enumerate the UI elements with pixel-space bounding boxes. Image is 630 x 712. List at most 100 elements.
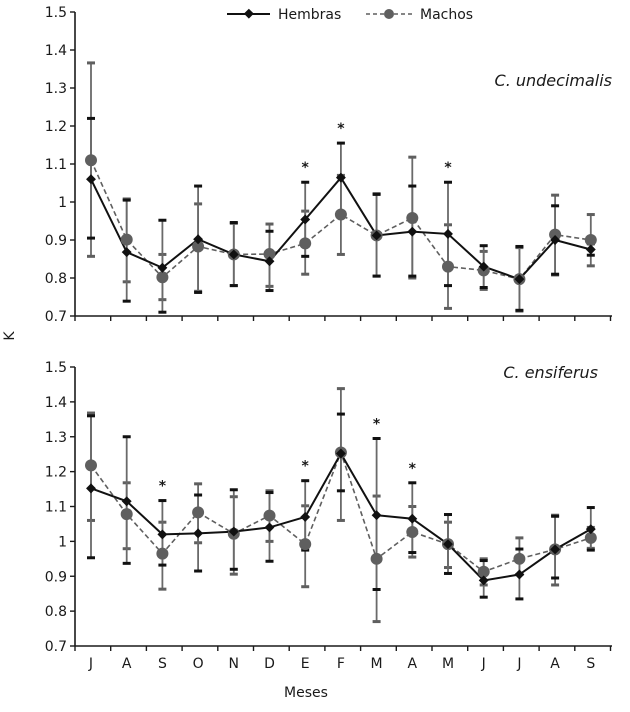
point-hembras (228, 249, 239, 260)
point-machos (334, 208, 347, 221)
point-hembras (335, 448, 346, 459)
legend-hembras-label: Hembras (278, 7, 341, 23)
legend: Hembras Machos (227, 7, 473, 23)
point-machos (513, 552, 526, 565)
y-tick-label: 0.8 (45, 271, 67, 287)
point-hembras (585, 244, 596, 255)
x-tick-label: O (193, 656, 204, 672)
y-tick-label: 1.5 (45, 360, 67, 376)
x-tick-label: N (229, 656, 239, 672)
y-tick-label: 1.5 (45, 5, 67, 21)
point-machos (584, 531, 597, 544)
y-tick-label: 1.1 (45, 157, 67, 173)
point-hembras (157, 262, 168, 273)
point-hembras (514, 569, 525, 580)
point-hembras (193, 528, 204, 539)
legend-machos-marker (384, 9, 394, 19)
point-machos (549, 228, 562, 241)
point-machos (156, 271, 169, 284)
point-hembras (371, 510, 382, 521)
point-machos (192, 506, 205, 519)
point-machos (192, 240, 205, 253)
point-machos (442, 260, 454, 273)
x-tick-label: A (550, 656, 560, 672)
y-axis-title: K (2, 331, 18, 341)
x-tick-label: J (481, 656, 486, 672)
x-tick-label: F (337, 656, 345, 672)
point-machos (299, 237, 312, 250)
panel-bottom: 0.7 0.8 0.9 1 1.1 1.2 1.3 1.4 1.5 J A S O N D E F M A M J J A S… (45, 360, 612, 672)
panel-top: 0.7 0.8 0.9 1 1.1 1.2 1.3 1.4 1.5 C. undecimalis *… (45, 5, 612, 325)
point-hembras (550, 544, 561, 555)
y-tick-label: 0.9 (45, 569, 67, 585)
significance-star: * (302, 459, 310, 475)
point-hembras (300, 214, 311, 225)
point-machos (299, 538, 312, 551)
x-tick-label: M (442, 656, 454, 672)
y-tick-label: 0.7 (45, 639, 67, 655)
x-axis-title: Meses (284, 685, 328, 701)
y-tick-label: 0.9 (45, 233, 67, 249)
y-tick-label: 1 (58, 195, 67, 211)
point-machos (584, 234, 597, 246)
x-tick-label: M (371, 656, 383, 672)
point-hembras (407, 513, 418, 524)
significance-star: * (409, 461, 417, 477)
point-hembras (264, 522, 275, 533)
x-tick-label: A (408, 656, 418, 672)
point-machos (120, 508, 133, 521)
x-tick-label: S (158, 656, 167, 672)
point-hembras (443, 228, 453, 239)
y-tick-label: 1.1 (45, 500, 67, 516)
point-hembras (193, 234, 204, 245)
point-hembras (121, 247, 132, 258)
significance-star: * (302, 160, 310, 176)
x-tick-label: E (301, 656, 310, 672)
point-hembras (478, 575, 489, 586)
x-tick-label: J (88, 656, 93, 672)
point-machos (263, 248, 276, 261)
legend-machos-label: Machos (420, 7, 473, 23)
panels: 0.7 0.8 0.9 1 1.1 1.2 1.3 1.4 1.5 C. undecimalis *… (45, 5, 612, 672)
point-machos (406, 525, 419, 538)
y-tick-label: 1.3 (45, 430, 67, 446)
point-hembras (514, 274, 525, 285)
point-hembras (585, 524, 596, 535)
point-machos (120, 233, 133, 246)
significance-star: * (444, 160, 452, 176)
point-hembras (86, 483, 96, 494)
point-hembras (550, 235, 561, 245)
x-tick-label: A (122, 656, 132, 672)
point-hembras (478, 261, 489, 272)
series-line-machos (90, 159, 591, 281)
point-hembras (228, 526, 239, 537)
legend-hembras-marker (243, 8, 254, 19)
y-tick-label: 1.2 (45, 465, 67, 481)
significance-star: * (159, 479, 167, 495)
panel-title: C. ensiferus (503, 363, 598, 382)
point-hembras (300, 512, 311, 522)
x-tick-label: D (264, 656, 275, 672)
point-hembras (443, 539, 453, 550)
point-machos (85, 154, 97, 167)
significance-star: * (373, 416, 381, 432)
x-tick-label: J (516, 656, 521, 672)
y-tick-label: 0.8 (45, 604, 67, 620)
point-hembras (264, 256, 275, 267)
panel-title: C. undecimalis (495, 71, 612, 90)
significance-star: * (337, 121, 345, 137)
y-tick-label: 1.4 (45, 395, 67, 411)
point-machos (370, 552, 383, 565)
point-machos (85, 459, 97, 472)
y-tick-label: 1.4 (45, 43, 67, 59)
point-hembras (157, 529, 168, 540)
point-hembras (335, 172, 346, 183)
point-machos (156, 547, 169, 560)
y-tick-label: 1 (58, 534, 67, 550)
x-tick-label: S (586, 656, 595, 672)
point-hembras (86, 174, 96, 185)
point-machos (406, 211, 419, 224)
y-tick-label: 1.2 (45, 119, 67, 135)
